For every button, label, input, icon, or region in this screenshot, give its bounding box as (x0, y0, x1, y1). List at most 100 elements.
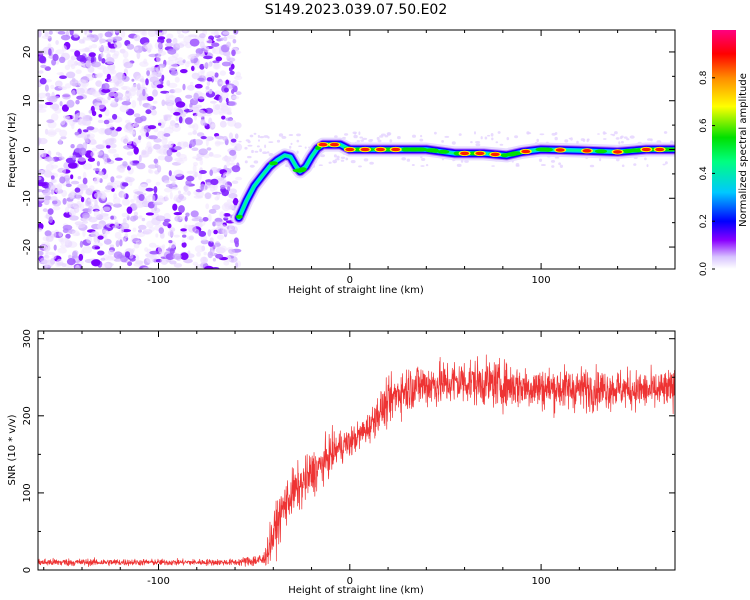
noise-speck (166, 38, 172, 44)
noise-speck (389, 139, 393, 143)
noise-speck (89, 116, 93, 122)
noise-speck (171, 186, 179, 191)
noise-speck (183, 35, 192, 44)
noise-speck (70, 174, 74, 180)
noise-speck (168, 240, 173, 244)
noise-speck (74, 131, 80, 136)
noise-speck (211, 123, 216, 128)
noise-speck (441, 140, 444, 143)
noise-speck (131, 100, 137, 109)
noise-speck (146, 220, 154, 228)
noise-speck (111, 86, 117, 93)
noise-speck (144, 247, 149, 252)
noise-speck (114, 231, 122, 239)
noise-speck (470, 141, 473, 144)
noise-speck (205, 38, 213, 44)
noise-speck (58, 231, 63, 237)
noise-speck (137, 203, 145, 208)
noise-speck (115, 175, 123, 179)
noise-speck (180, 252, 189, 260)
noise-speck (358, 131, 361, 135)
noise-speck (184, 215, 188, 222)
noise-speck (290, 142, 293, 146)
noise-speck (161, 74, 165, 82)
noise-speck (191, 72, 200, 80)
snr-ylabel: SNR (10 * v/v) (7, 414, 18, 485)
noise-speck (73, 33, 79, 38)
noise-speck (72, 251, 78, 259)
ridge-highlight (509, 151, 522, 156)
noise-speck (60, 34, 71, 41)
noise-speck (220, 91, 229, 99)
noise-speck (185, 180, 192, 186)
noise-speck (304, 146, 307, 149)
noise-speck (234, 133, 239, 139)
noise-speck (64, 237, 69, 243)
noise-speck (229, 149, 237, 156)
noise-speck (231, 89, 235, 94)
peak-core (360, 147, 370, 152)
noise-speck (156, 84, 164, 89)
noise-speck (474, 131, 476, 135)
noise-speck (229, 188, 238, 194)
noise-speck (183, 30, 188, 33)
noise-speck (157, 130, 166, 139)
noise-speck (497, 131, 501, 134)
noise-speck (61, 45, 67, 52)
noise-speck (101, 194, 106, 201)
noise-speck (114, 157, 123, 161)
noise-speck (167, 230, 175, 237)
noise-speck (197, 77, 205, 82)
noise-speck (125, 90, 129, 94)
noise-speck (127, 261, 133, 267)
noise-speck (59, 101, 63, 107)
noise-speck (66, 201, 75, 208)
noise-speck (226, 41, 232, 48)
peak-core (655, 147, 665, 152)
noise-speck (196, 252, 201, 257)
snr-panel: -100 0 100 0 100 200 300 Height of straight li… (7, 329, 676, 596)
noise-speck (333, 154, 337, 158)
noise-speck (231, 95, 240, 100)
noise-speck (214, 217, 223, 223)
noise-speck (490, 133, 494, 137)
noise-speck (551, 132, 557, 136)
noise-speck (82, 129, 89, 133)
noise-speck (124, 233, 129, 239)
noise-speck (210, 178, 219, 186)
noise-speck (214, 104, 221, 111)
noise-speck (247, 144, 253, 147)
noise-speck (169, 94, 174, 99)
noise-speck (599, 158, 602, 162)
noise-speck (397, 136, 401, 140)
noise-speck (219, 120, 227, 128)
noise-speck (253, 132, 257, 135)
noise-speck (132, 123, 140, 128)
noise-speck (121, 191, 126, 199)
noise-speck (229, 156, 235, 163)
noise-speck (554, 136, 558, 141)
noise-speck (39, 77, 47, 85)
noise-speck (336, 155, 340, 159)
noise-speck (155, 181, 161, 186)
noise-speck (193, 114, 197, 121)
noise-speck (65, 183, 72, 188)
noise-speck (82, 48, 87, 52)
noise-speck (100, 52, 104, 58)
y-tick-label: -20 (22, 239, 33, 255)
noise-speck (106, 73, 111, 80)
noise-speck (87, 198, 98, 202)
noise-speck (140, 183, 149, 187)
noise-speck (263, 135, 269, 138)
noise-speck (50, 113, 59, 121)
noise-speck (106, 144, 111, 149)
noise-speck (113, 41, 122, 49)
noise-speck (91, 61, 101, 68)
noise-speck (249, 134, 254, 138)
noise-speck (108, 251, 112, 260)
noise-speck (95, 74, 99, 78)
x-tick-label: -100 (147, 275, 170, 286)
noise-speck (379, 135, 384, 138)
noise-speck (266, 151, 270, 154)
noise-speck (70, 144, 75, 149)
